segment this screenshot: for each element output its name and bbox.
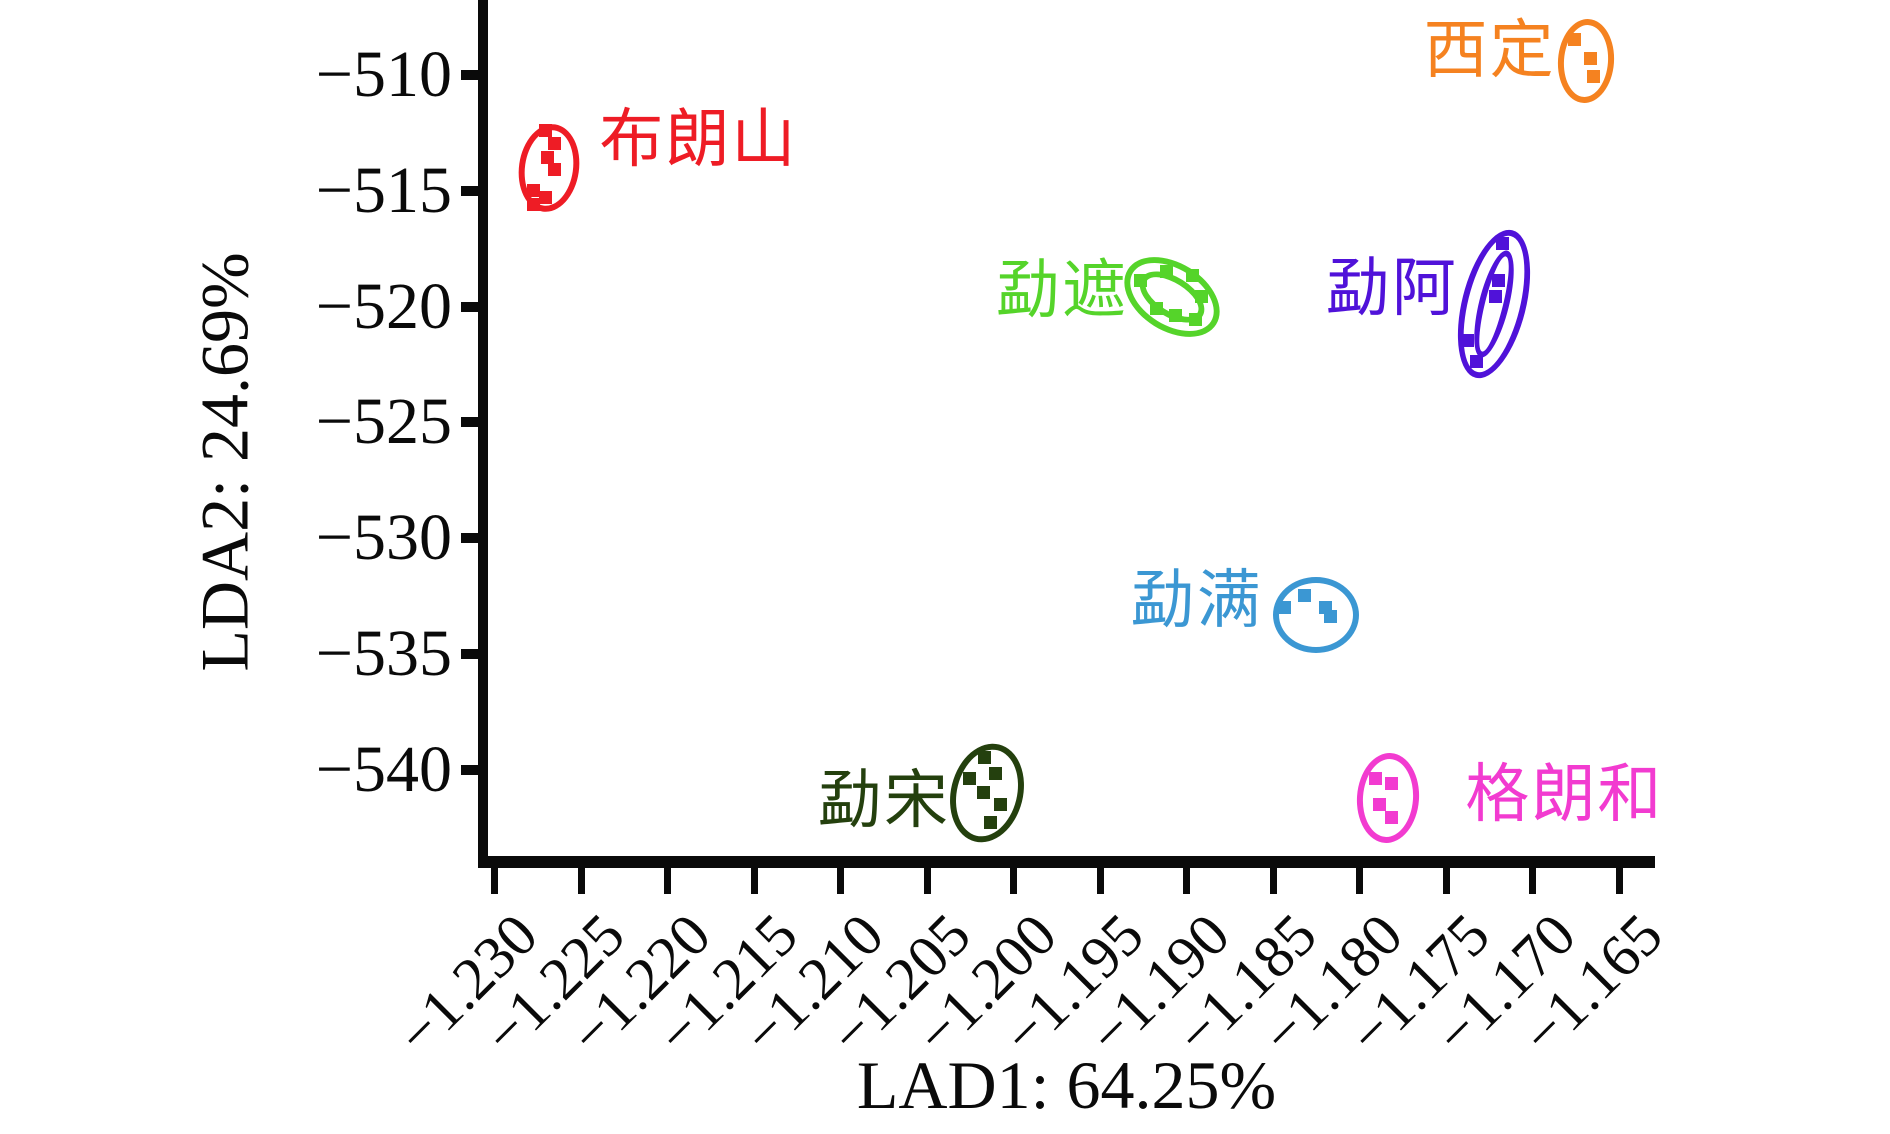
data-point-mengman	[1298, 589, 1312, 603]
data-point-menga	[1469, 355, 1483, 369]
data-point-gelanghe	[1372, 797, 1386, 811]
x-tick-mark	[1269, 868, 1277, 894]
data-point-mengsong	[978, 751, 992, 765]
x-axis-title: LAD1: 64.25%	[856, 1047, 1277, 1123]
x-tick-mark	[837, 868, 844, 894]
confidence-ellipse-gelanghe	[1354, 750, 1423, 845]
y-tick-label: −520	[315, 269, 452, 343]
y-axis-line	[478, 0, 488, 868]
x-tick-mark	[1442, 868, 1450, 894]
y-tick-mark	[461, 70, 478, 80]
cluster-label-xiding: 西定	[1423, 15, 1556, 87]
y-tick-mark	[461, 185, 478, 196]
x-tick-mark	[577, 868, 585, 894]
cluster-label-mengzhe: 勐遮	[996, 255, 1129, 327]
data-point-xiding	[1583, 51, 1597, 65]
data-point-mengzhe	[1134, 274, 1148, 288]
data-point-bulangshan	[547, 162, 561, 176]
data-point-mengsong	[962, 772, 976, 786]
cluster-label-mengsong: 勐宋	[818, 764, 951, 836]
data-point-mengzhe	[1185, 269, 1199, 283]
x-tick-mark	[1096, 868, 1104, 894]
x-tick-mark	[923, 868, 931, 894]
data-point-gelanghe	[1369, 772, 1383, 786]
y-tick-mark	[461, 764, 478, 775]
x-axis-line	[478, 856, 1655, 868]
data-point-menga	[1460, 334, 1474, 348]
y-tick-mark	[461, 301, 478, 312]
x-tick-mark	[1615, 868, 1623, 894]
x-tick-mark	[1529, 868, 1536, 894]
confidence-ellipse-mengman	[1272, 576, 1359, 653]
y-tick-label: −540	[315, 732, 452, 806]
x-tick-mark	[750, 868, 758, 894]
data-point-menga	[1488, 290, 1502, 304]
data-point-mengsong	[993, 797, 1007, 811]
data-point-bulangshan	[547, 137, 561, 151]
y-tick-mark	[461, 649, 478, 659]
cluster-label-bulangshan: 布朗山	[599, 103, 798, 175]
y-tick-mark	[461, 417, 478, 428]
cluster-label-gelanghe: 格朗和	[1465, 758, 1664, 830]
x-tick-mark	[1356, 868, 1363, 894]
data-point-mengzhe	[1159, 264, 1173, 278]
x-tick-mark	[1183, 868, 1190, 894]
data-point-bulangshan	[540, 151, 554, 165]
y-axis-title: LDA2: 24.69%	[186, 252, 263, 672]
data-point-bulangshan	[526, 197, 540, 211]
x-tick-mark	[1010, 868, 1017, 894]
cluster-label-menga: 勐阿	[1325, 253, 1458, 325]
y-tick-label: −525	[315, 385, 452, 459]
data-point-xiding	[1568, 33, 1582, 47]
data-point-mengzhe	[1194, 290, 1208, 304]
y-tick-label: −530	[315, 501, 452, 575]
data-point-mengman	[1324, 609, 1338, 623]
data-point-mengzhe	[1189, 313, 1203, 327]
y-tick-label: −510	[315, 38, 452, 111]
data-point-gelanghe	[1384, 776, 1398, 790]
y-tick-label: −515	[315, 153, 452, 227]
cluster-label-mengman: 勐满	[1130, 564, 1263, 636]
data-point-mengzhe	[1168, 308, 1182, 322]
data-point-mengman	[1277, 600, 1291, 614]
data-point-menga	[1495, 237, 1509, 251]
data-point-gelanghe	[1384, 811, 1398, 825]
y-tick-label: −535	[315, 617, 452, 690]
x-tick-mark	[491, 868, 498, 894]
x-tick-mark	[664, 868, 671, 894]
data-point-mengsong	[988, 767, 1002, 781]
data-point-bulangshan	[538, 123, 552, 137]
data-point-menga	[1492, 274, 1506, 288]
y-tick-mark	[461, 533, 478, 544]
data-point-mengsong	[983, 816, 997, 830]
data-point-xiding	[1587, 70, 1601, 84]
data-point-bulangshan	[526, 183, 540, 197]
data-point-mengsong	[976, 785, 990, 799]
data-point-mengzhe	[1149, 301, 1163, 315]
data-point-bulangshan	[538, 190, 552, 204]
